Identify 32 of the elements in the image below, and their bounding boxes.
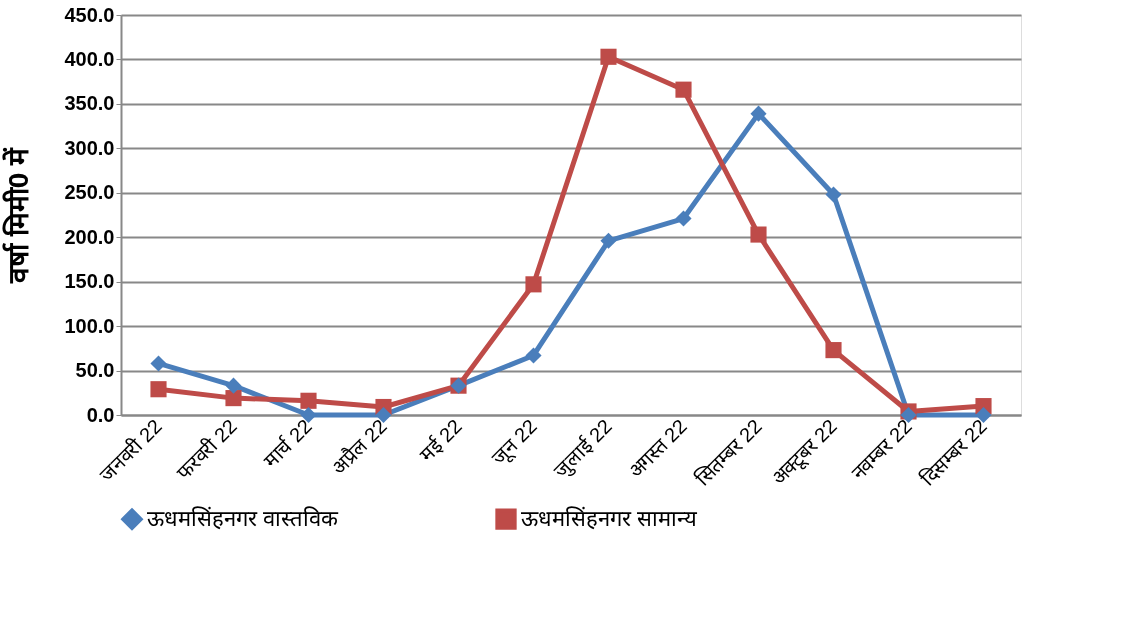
point [600,48,617,65]
point [675,210,692,227]
y-tick-label: 200.0 [64,225,115,248]
point [675,81,692,98]
point [825,186,842,203]
point [825,342,842,359]
point [750,105,767,122]
y-tick-label: 0.0 [86,403,115,426]
x-tick-label: जून 22 [487,415,543,471]
point [150,355,167,372]
y-tick-label: 350.0 [64,92,115,115]
y-tick-label: 250.0 [64,181,115,204]
point [525,347,542,364]
x-tick-label: मई 22 [415,415,467,466]
point [150,381,167,398]
point [225,377,242,394]
y-axis-title: वर्षा मिमी0 में [2,146,35,285]
x-tick-label: अप्रैल 22 [327,415,392,479]
point [225,390,242,407]
legend-label: ऊधमसिंहनगर सामान्य [521,506,699,532]
point [600,232,617,249]
y-tick-label: 400.0 [64,47,115,70]
y-tick-label: 300.0 [64,136,115,159]
legend-label: ऊधमसिंहनगर वास्तविक [147,506,340,532]
point [300,392,317,409]
y-tick-label: 150.0 [64,270,115,293]
y-tick-label: 100.0 [64,314,115,337]
y-tick-label: 50.0 [75,359,115,382]
y-tick-label: 450.0 [64,3,115,26]
point [750,226,767,243]
point [525,276,542,293]
x-tick-label: मार्च 22 [259,415,317,472]
